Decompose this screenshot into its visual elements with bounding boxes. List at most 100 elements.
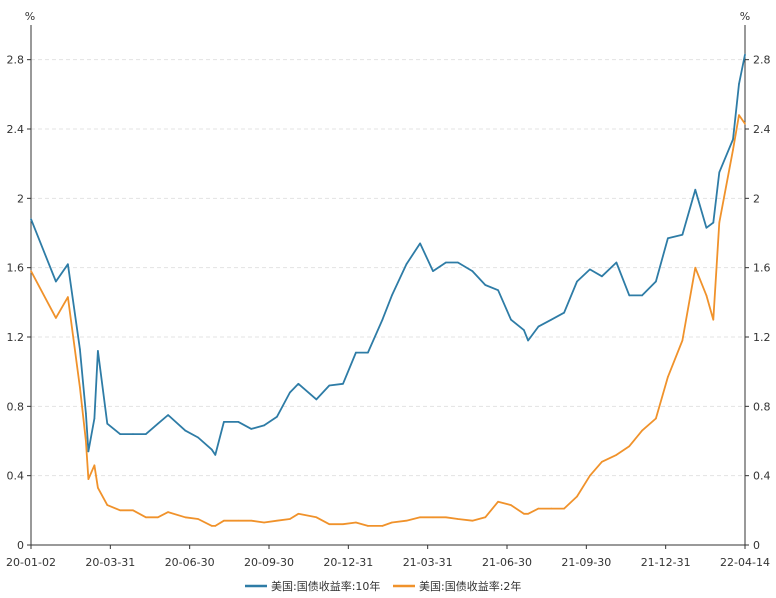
- data-point-10y: [355, 351, 357, 354]
- data-point-2y: [263, 521, 265, 524]
- data-point-10y: [157, 422, 159, 425]
- data-point-10y: [391, 294, 393, 297]
- data-point-10y: [601, 275, 603, 278]
- x-tick-label: 20-03-31: [85, 556, 135, 569]
- data-point-10y: [214, 454, 217, 456]
- data-point-2y: [694, 266, 697, 269]
- data-point-10y: [718, 171, 721, 174]
- legend-label-2y[interactable]: 美国:国债收益率:2年: [419, 579, 521, 593]
- data-point-10y: [315, 398, 318, 401]
- x-tick-label: 20-01-02: [6, 556, 56, 569]
- series-layer: [30, 53, 746, 527]
- data-point-10y: [85, 412, 87, 415]
- y-tick-label-right: 2: [753, 192, 760, 205]
- data-point-2y: [732, 149, 734, 151]
- data-point-10y: [445, 261, 447, 264]
- data-point-10y: [145, 433, 147, 435]
- data-point-2y: [30, 270, 32, 272]
- data-point-2y: [628, 445, 631, 448]
- y-tick-label-left: 0.4: [7, 470, 25, 483]
- data-point-10y: [237, 421, 240, 423]
- data-point-10y: [167, 414, 169, 416]
- data-point-10y: [79, 348, 81, 350]
- x-tick-label: 20-12-31: [323, 556, 373, 569]
- data-point-2y: [563, 507, 565, 510]
- data-point-2y: [223, 519, 225, 522]
- data-point-10y: [681, 233, 684, 236]
- data-point-10y: [289, 391, 291, 394]
- data-point-2y: [157, 516, 159, 519]
- data-point-2y: [315, 516, 318, 519]
- data-point-10y: [527, 339, 529, 342]
- x-tick-label: 20-09-30: [244, 556, 294, 569]
- y-tick-label-right: 2.4: [753, 123, 771, 136]
- data-point-10y: [276, 415, 278, 418]
- data-point-10y: [30, 218, 32, 220]
- data-point-10y: [576, 280, 578, 283]
- data-point-2y: [712, 318, 715, 321]
- data-point-2y: [601, 461, 603, 463]
- data-point-10y: [106, 422, 109, 425]
- series-line-2y: [30, 114, 746, 527]
- data-point-2y: [667, 376, 669, 378]
- data-point-2y: [184, 516, 187, 519]
- data-point-2y: [391, 521, 393, 524]
- data-point-2y: [106, 504, 109, 506]
- data-point-10y: [744, 53, 746, 56]
- data-point-10y: [550, 318, 553, 321]
- data-point-2y: [457, 518, 459, 520]
- data-point-10y: [712, 221, 715, 224]
- data-point-10y: [197, 436, 199, 439]
- data-point-2y: [655, 417, 657, 420]
- data-point-10y: [250, 428, 253, 430]
- x-tick-label: 21-09-30: [561, 556, 611, 569]
- y-tick-label-left: 0: [17, 539, 24, 552]
- data-point-10y: [419, 242, 421, 245]
- data-point-2y: [718, 221, 721, 224]
- data-point-2y: [67, 296, 69, 298]
- data-point-10y: [537, 325, 540, 328]
- data-point-2y: [87, 478, 90, 480]
- data-point-2y: [276, 519, 278, 522]
- x-tick-label: 21-06-30: [482, 556, 532, 569]
- data-point-10y: [497, 289, 499, 292]
- y-tick-label-left: 2: [17, 192, 24, 205]
- data-point-2y: [355, 521, 357, 524]
- data-point-10y: [381, 318, 384, 321]
- data-point-2y: [85, 440, 87, 442]
- data-point-2y: [197, 518, 199, 520]
- data-point-2y: [550, 507, 553, 510]
- data-point-2y: [119, 509, 121, 512]
- data-point-2y: [527, 513, 529, 515]
- data-point-10y: [510, 318, 512, 321]
- y-tick-label-left: 1.2: [7, 331, 25, 344]
- data-point-2y: [484, 516, 487, 519]
- data-point-2y: [744, 123, 746, 125]
- data-point-10y: [628, 294, 631, 297]
- y-tick-label-right: 0: [753, 539, 760, 552]
- y-tick-label-left: 2.8: [7, 54, 25, 67]
- data-point-2y: [497, 500, 499, 503]
- data-point-2y: [576, 495, 578, 498]
- data-point-2y: [523, 513, 525, 515]
- y-tick-label-right: 0.4: [753, 470, 771, 483]
- y-axis-unit-left: %: [25, 10, 35, 23]
- data-point-10y: [615, 261, 618, 264]
- y-tick-label-right: 1.6: [753, 262, 771, 275]
- grid-layer: [31, 59, 745, 477]
- data-point-10y: [705, 227, 708, 229]
- y-axis-unit-right: %: [740, 10, 750, 23]
- data-point-10y: [667, 237, 669, 239]
- axis-layer: % % 0 0 0.4 0.4 0.8 0.8 1.2 1.2 1.6 1.6 2 2 2.4 2.4 2.…: [6, 10, 770, 569]
- y-tick-label-right: 2.8: [753, 54, 771, 67]
- data-point-2y: [681, 339, 684, 342]
- data-point-2y: [641, 429, 643, 432]
- data-point-10y: [457, 261, 459, 264]
- data-point-2y: [97, 487, 99, 489]
- data-point-10y: [342, 383, 344, 385]
- data-point-10y: [471, 270, 474, 272]
- data-point-10y: [223, 421, 225, 423]
- legend-label-10y[interactable]: 美国:国债收益率:10年: [271, 579, 380, 593]
- data-point-10y: [119, 433, 121, 435]
